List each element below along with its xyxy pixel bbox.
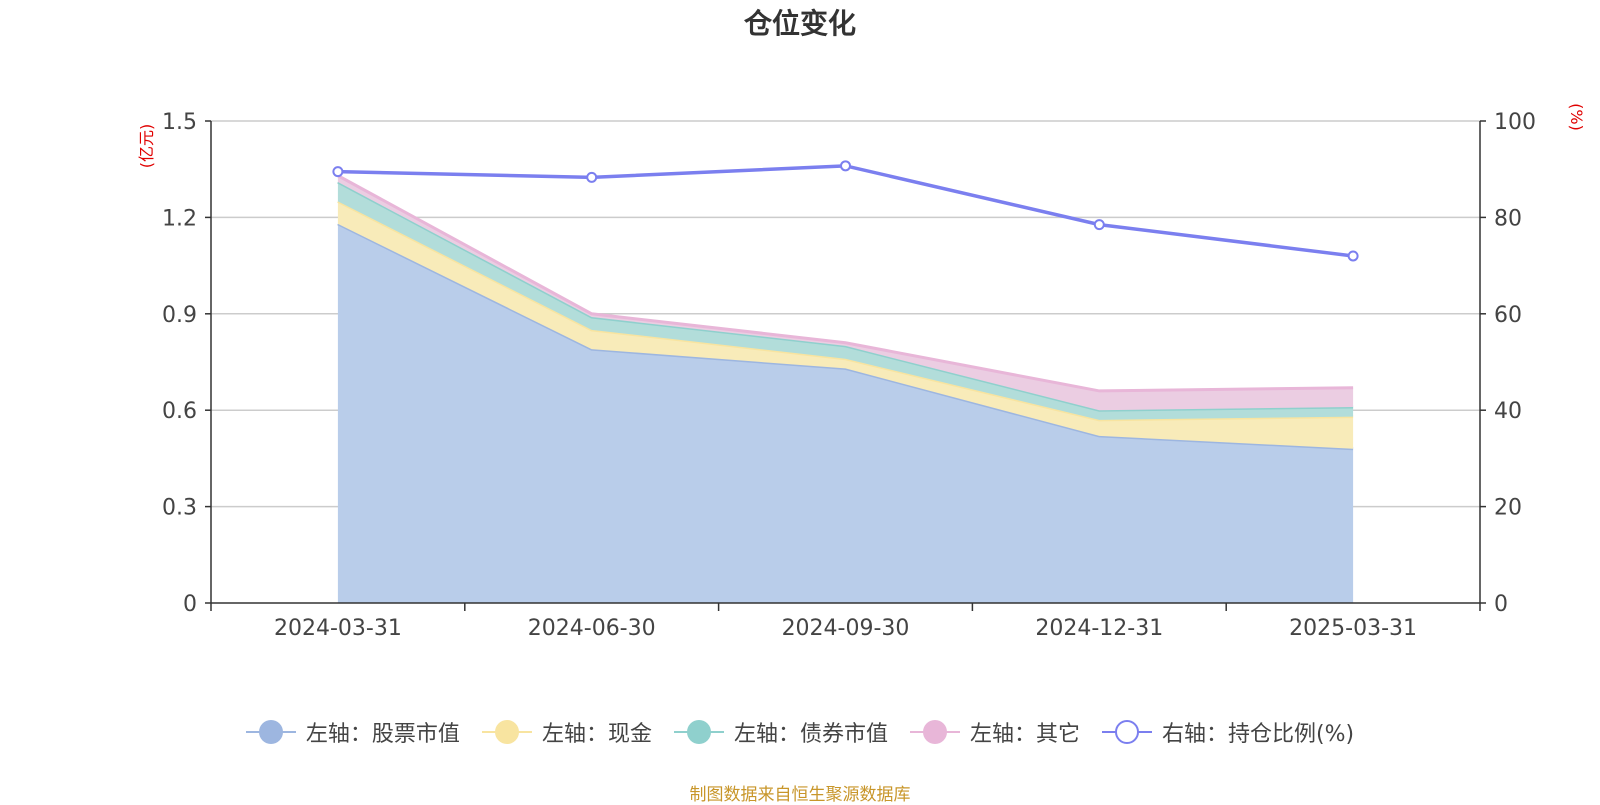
area-edge-1 bbox=[337, 199, 1354, 422]
area-2 bbox=[337, 182, 1354, 420]
legend-item[interactable]: 左轴：债券市值 bbox=[673, 716, 888, 748]
right-axis-tick-label: 20 bbox=[1494, 496, 1522, 521]
ratio-line-0 bbox=[337, 164, 1354, 258]
x-axis-tick-label: 2024-12-31 bbox=[1035, 616, 1163, 641]
area-1 bbox=[337, 201, 1354, 449]
legend-item[interactable]: 左轴：现金 bbox=[481, 716, 652, 748]
left-axis-tick-label: 0.6 bbox=[162, 399, 197, 424]
ratio-point bbox=[1093, 219, 1105, 231]
legend-marker-icon bbox=[245, 720, 296, 744]
left-axis-tick-label: 1.5 bbox=[162, 110, 197, 135]
right-axis-tick-label: 100 bbox=[1494, 110, 1536, 135]
left-axis-tick-label: 0.9 bbox=[162, 303, 197, 328]
x-axis-tick-label: 2024-09-30 bbox=[782, 616, 910, 641]
right-axis-tick-label: 60 bbox=[1494, 303, 1522, 328]
legend-label: 左轴：现金 bbox=[541, 722, 652, 747]
ratio-point bbox=[586, 171, 598, 183]
area-edge-0 bbox=[337, 222, 1354, 451]
data-source-note: 制图数据来自恒生聚源数据库 bbox=[689, 785, 911, 805]
left-axis-unit: (亿元) bbox=[137, 124, 156, 169]
axes: 0 0.3 0.6 0.9 1.2 1.5 0 20 40 60 80 100 2024-03-31 20… bbox=[162, 110, 1536, 641]
chart-title: 仓位变化 bbox=[743, 7, 856, 40]
ratio-point bbox=[840, 160, 851, 172]
x-axis-tick-label: 2024-06-30 bbox=[528, 616, 656, 641]
legend-item[interactable]: 左轴：股票市值 bbox=[245, 716, 460, 748]
area-0 bbox=[337, 223, 1354, 603]
legend-item[interactable]: 右轴：持仓比例(%) bbox=[1101, 716, 1355, 748]
x-axis-tick-label: 2024-03-31 bbox=[274, 616, 402, 641]
area-edge-3 bbox=[337, 174, 1354, 393]
legend-label: 左轴：债券市值 bbox=[733, 722, 888, 747]
right-axis-tick-label: 80 bbox=[1494, 206, 1522, 231]
legend-marker-icon bbox=[481, 720, 532, 744]
legend-marker-icon bbox=[673, 720, 724, 744]
position-ratio-line bbox=[332, 160, 1359, 262]
legend-item[interactable]: 左轴：其它 bbox=[909, 716, 1080, 748]
ratio-point bbox=[1347, 250, 1359, 262]
legend-marker-icon bbox=[909, 720, 960, 744]
ratio-point bbox=[332, 166, 344, 178]
left-axis-tick-label: 1.2 bbox=[162, 206, 197, 231]
legend: 左轴：股票市值 左轴：现金 左轴：债券市值 左轴：其它 右轴：持仓比例(%) bbox=[0, 716, 1600, 748]
legend-label: 左轴：股票市值 bbox=[305, 722, 460, 747]
chart-plot: 0 0.3 0.6 0.9 1.2 1.5 0 20 40 60 80 100 2024-03-31 20… bbox=[137, 103, 1586, 641]
stacked-areas bbox=[337, 174, 1354, 603]
legend-label: 右轴：持仓比例(%) bbox=[1161, 722, 1355, 747]
x-axis-tick-label: 2025-03-31 bbox=[1289, 616, 1417, 641]
legend-label: 左轴：其它 bbox=[969, 722, 1080, 747]
left-axis-tick-label: 0.3 bbox=[162, 496, 197, 521]
legend-marker-icon bbox=[1101, 720, 1152, 744]
right-axis-unit: (%) bbox=[1567, 103, 1586, 131]
right-axis-tick-label: 40 bbox=[1494, 399, 1522, 424]
left-axis-tick-label: 0 bbox=[183, 592, 197, 617]
right-axis-tick-label: 0 bbox=[1494, 592, 1508, 617]
